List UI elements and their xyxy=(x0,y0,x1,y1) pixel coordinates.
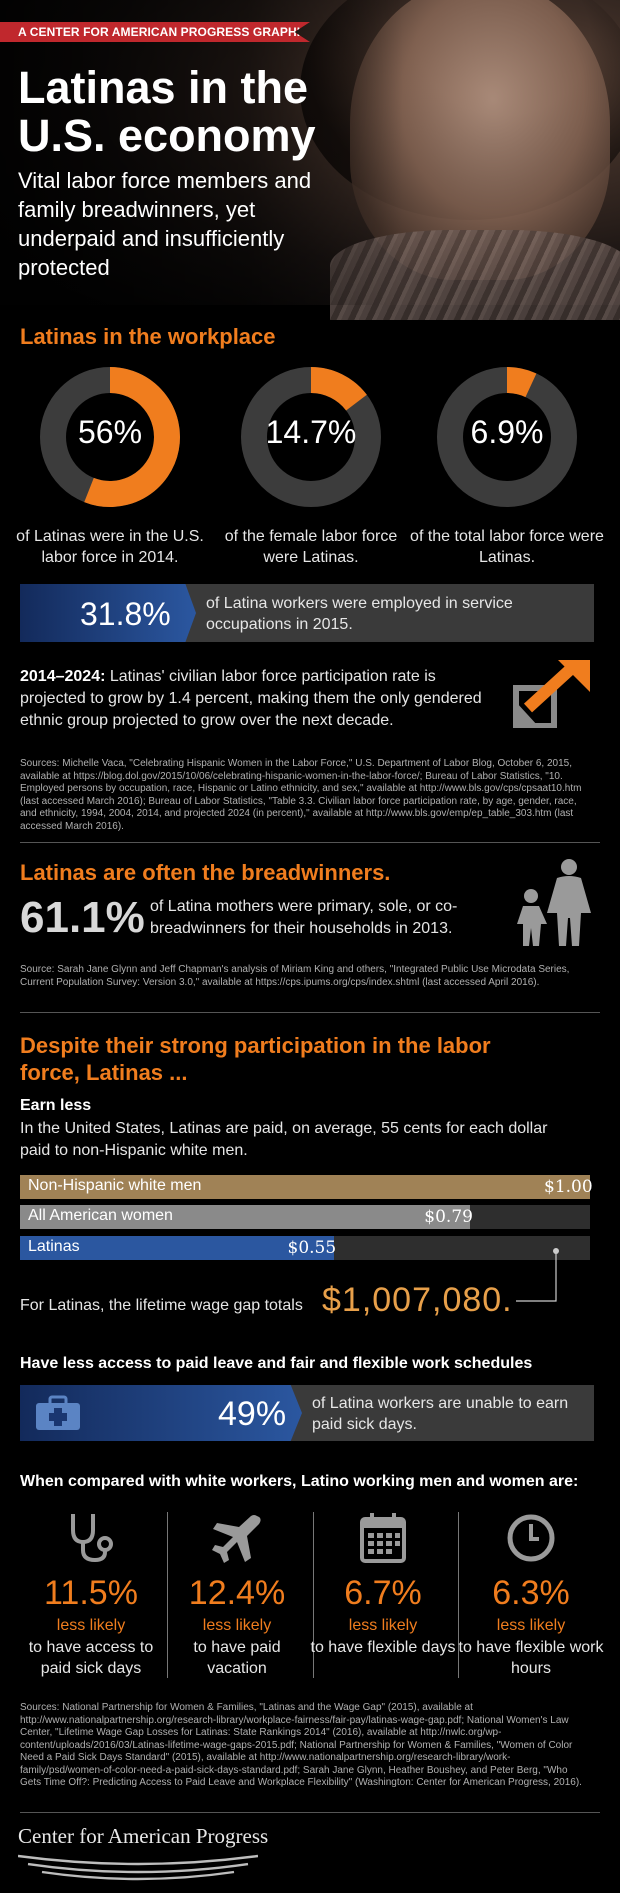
column-divider xyxy=(313,1512,314,1678)
column-divider xyxy=(167,1512,168,1678)
breadwinner-text: of Latina mothers were primary, sole, or… xyxy=(150,898,458,937)
page-subtitle: Vital labor force members and family bre… xyxy=(18,168,312,280)
donut-value-1: 56% xyxy=(77,414,143,450)
donut-segment xyxy=(84,367,180,507)
donut-value-3: 6.9% xyxy=(470,414,544,450)
comparison-text-sick: to have access to paid sick days xyxy=(28,1639,154,1677)
flag-stripes-logo xyxy=(18,1854,258,1881)
wage-label-latinas: Latinas xyxy=(28,1238,80,1255)
donut-caption-2: of the female labor force were Latinas. xyxy=(224,528,398,566)
donut-caption-1: of Latinas were in the U.S. labor force … xyxy=(16,528,204,566)
comparison-value-hours: 6.3% xyxy=(492,1574,570,1612)
clock-icon xyxy=(507,1514,555,1562)
divider xyxy=(20,1812,600,1813)
divider xyxy=(20,1012,600,1013)
comparison-less-hours: less likely xyxy=(496,1617,566,1634)
growth-arrows-icon xyxy=(513,660,590,728)
page-title: Latinas in the U.S. economy xyxy=(18,62,316,161)
sick-days-value: 49% xyxy=(218,1395,287,1433)
comparison-less-sick: less likely xyxy=(56,1617,126,1634)
donut-ring-3 xyxy=(437,367,577,507)
column-divider xyxy=(458,1512,459,1678)
medical-kit-icon xyxy=(36,1395,80,1430)
wage-amount-latinas: $0.55 xyxy=(287,1238,337,1258)
header-ribbon: A CENTER FOR AMERICAN PROGRESS GRAPHIC xyxy=(0,22,310,42)
comparison-column-days: 6.7% less likely to have flexible days xyxy=(310,1510,456,1658)
comparison-column-hours: 6.3% less likely to have flexible work h… xyxy=(458,1510,604,1679)
donut-ring-1 xyxy=(40,367,180,507)
comparison-text-hours: to have flexible work hours xyxy=(458,1639,604,1677)
donut-segment xyxy=(506,367,537,398)
donut-chart-3: 6.9% of the total labor force were Latin… xyxy=(407,364,607,568)
stethoscope-icon xyxy=(71,1514,113,1563)
projection-body: Latinas' civilian labor force participat… xyxy=(20,668,482,729)
divider xyxy=(20,842,600,843)
service-value: 31.8% xyxy=(80,596,171,632)
comparison-less-days: less likely xyxy=(348,1617,418,1634)
comparison-value-sick: 11.5% xyxy=(44,1574,138,1612)
earn-less-text: In the United States, Latinas are paid, … xyxy=(20,1120,548,1159)
wage-gap-value: $1,007,080. xyxy=(322,1281,513,1319)
service-occupation-bar: 31.8% of Latina workers were employed in… xyxy=(20,584,594,642)
wage-bar-white-men: Non-Hispanic white men $1.00 xyxy=(20,1175,593,1199)
comparison-text-vacation: to have paid vacation xyxy=(193,1639,281,1677)
earn-less-heading: Earn less xyxy=(20,1097,92,1114)
gap-connector-line xyxy=(516,1248,559,1302)
calendar-icon xyxy=(360,1513,406,1563)
wage-amount-all-women: $0.79 xyxy=(424,1207,473,1227)
wage-bar-all-women: All American women $0.79 xyxy=(20,1205,590,1229)
sources-despite: Sources: National Partnership for Women … xyxy=(20,1702,582,1788)
wage-bar-latinas: Latinas $0.55 xyxy=(20,1236,590,1260)
sick-days-text: of Latina workers are unable to earn pai… xyxy=(312,1395,569,1433)
cap-logo: Center for American Progress xyxy=(18,1824,269,1848)
sick-days-bar: 49% of Latina workers are unable to earn… xyxy=(20,1385,594,1441)
donut-chart-1: 56% of Latinas were in the U.S. labor fo… xyxy=(10,364,210,568)
comparison-column-vacation: 12.4% less likely to have paid vacation xyxy=(164,1510,310,1679)
projection-text: 2014–2024: Latinas' civilian labor force… xyxy=(20,666,500,732)
donut-ring-2 xyxy=(241,367,381,507)
sources-breadwinners: Source: Sarah Jane Glynn and Jeff Chapma… xyxy=(20,964,570,988)
hero-photo xyxy=(0,0,620,320)
wage-label-white-men: Non-Hispanic white men xyxy=(28,1177,202,1194)
airplane-icon xyxy=(212,1515,261,1563)
breadwinner-value: 61.1% xyxy=(20,893,145,942)
section-heading-despite: Despite their strong participation in th… xyxy=(20,1033,491,1085)
projection-lead: 2014–2024: xyxy=(20,668,106,685)
section-heading-workplace: Latinas in the workplace xyxy=(20,324,276,349)
comparison-heading: When compared with white workers, Latino… xyxy=(20,1473,579,1490)
wage-gap-text: For Latinas, the lifetime wage gap total… xyxy=(20,1297,303,1314)
comparison-less-vacation: less likely xyxy=(202,1617,272,1634)
donut-value-2: 14.7% xyxy=(265,414,357,450)
sources-workplace: Sources: Michelle Vaca, "Celebrating His… xyxy=(20,758,582,832)
comparison-text-days: to have flexible days xyxy=(310,1639,456,1656)
wage-amount-white-men: $1.00 xyxy=(544,1177,593,1197)
comparison-value-days: 6.7% xyxy=(344,1574,422,1612)
comparison-value-vacation: 12.4% xyxy=(188,1574,286,1612)
service-text: of Latina workers were employed in servi… xyxy=(206,595,513,633)
donut-segment xyxy=(310,367,367,411)
comparison-column-sick: 11.5% less likely to have access to paid… xyxy=(18,1510,164,1679)
donut-chart-2: 14.7% of the female labor force were Lat… xyxy=(211,364,411,568)
wage-label-all-women: All American women xyxy=(28,1207,173,1224)
mother-child-icon xyxy=(517,859,591,946)
section-heading-breadwinners: Latinas are often the breadwinners. xyxy=(20,860,391,885)
paid-leave-heading: Have less access to paid leave and fair … xyxy=(20,1355,533,1372)
donut-caption-3: of the total labor force were Latinas. xyxy=(410,528,604,566)
